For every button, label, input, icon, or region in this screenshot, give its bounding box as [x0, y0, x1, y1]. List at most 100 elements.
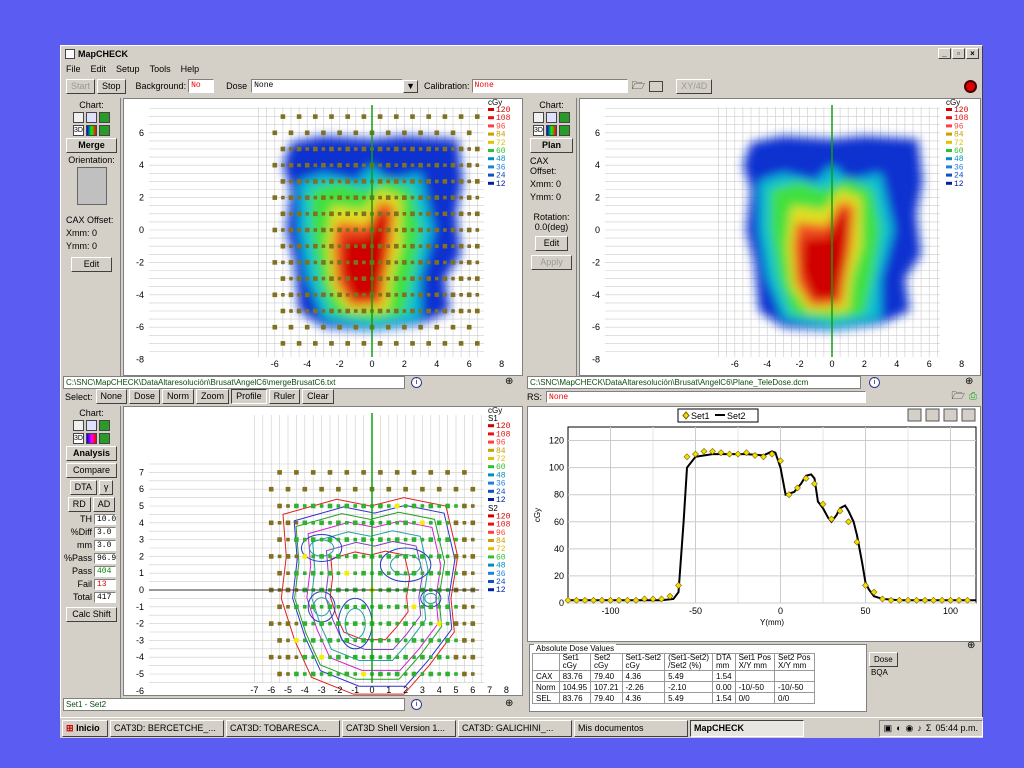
tray-monitor-icon[interactable]: ▣ [883, 722, 893, 733]
detector-point [418, 195, 423, 200]
start-button[interactable]: Start [66, 78, 96, 94]
dta-button[interactable]: DTA [69, 480, 97, 495]
select-dose-button[interactable]: Dose [129, 389, 161, 404]
play-icon[interactable] [559, 125, 570, 136]
menu-help[interactable]: Help [180, 64, 200, 74]
colorscale-icon[interactable] [546, 125, 557, 136]
bl-zoom-icon[interactable]: ⊕ [505, 698, 514, 709]
bl-analysis-map-panel[interactable]: -7 -6 -5 -4 -3 -2 -1 0 1 2 3 4 5 6 7 8 7 6 5 4 3 2 1 0 -1 -2 -3 -4-… [123, 406, 523, 729]
contour-icon[interactable] [99, 112, 110, 123]
tl-edit-button[interactable]: Edit [71, 257, 112, 272]
br-profile-panel[interactable]: -100 -50 0 50 100 0 20 40 60 80 100 120 Y(mm) cGy Set1… [527, 406, 981, 642]
grid-icon[interactable] [73, 420, 84, 431]
contour-icon[interactable] [559, 112, 570, 123]
rs-print-icon[interactable]: ⎙ [969, 391, 977, 402]
detector-point [418, 244, 423, 248]
title-bar[interactable]: MapCHECK _ ▫ × [62, 47, 981, 61]
task-mapcheck[interactable]: MapCHECK [690, 719, 804, 737]
detector-point [402, 324, 407, 330]
bl-analysis-map[interactable]: -7 -6 -5 -4 -3 -2 -1 0 1 2 3 4 5 6 7 876543210-1-2-3-4-… [124, 406, 522, 729]
tray-sum-icon[interactable]: Σ [925, 723, 932, 733]
diff-field[interactable]: 3.0 [94, 527, 116, 538]
detector-point [420, 504, 425, 508]
detector-point [297, 260, 301, 265]
select-clear-button[interactable]: Clear [302, 389, 334, 404]
stop-button[interactable]: Stop [97, 78, 126, 94]
minimize-button[interactable]: _ [938, 48, 951, 59]
bl-info-icon[interactable]: i [411, 699, 422, 710]
rs-field[interactable]: None [546, 390, 867, 403]
select-ruler-button[interactable]: Ruler [268, 389, 301, 404]
menu-file[interactable]: File [66, 64, 81, 74]
legend-level: 36 [496, 480, 506, 489]
colorscale-icon[interactable] [86, 125, 97, 136]
task-mis-documentos[interactable]: Mis documentos [574, 719, 688, 737]
mm-field[interactable]: 3.0 [94, 540, 116, 551]
tl-dose-map[interactable]: -6 -4 -2 0 2 4 6 86420-2-4-6-8cGy12010896847260… [124, 98, 522, 375]
ad-button[interactable]: AD [92, 497, 116, 512]
close-button[interactable]: × [966, 48, 979, 59]
calibration-view-icon[interactable] [649, 80, 664, 92]
select-norm-button[interactable]: Norm [162, 389, 195, 404]
th-field[interactable]: 10.0 [94, 514, 116, 525]
select-profile-button[interactable]: Profile [231, 389, 267, 404]
tl-zoom-icon[interactable]: ⊕ [505, 376, 514, 387]
calc-shift-button[interactable]: Calc Shift [66, 607, 117, 622]
detector-point [336, 537, 341, 542]
tray-network-icon[interactable]: ◐ [896, 723, 902, 733]
maximize-button[interactable]: ▫ [952, 48, 965, 59]
dose-dropdown-icon[interactable]: ▼ [403, 79, 419, 93]
y-tick-label: 120 [549, 436, 564, 446]
menu-edit[interactable]: Edit [90, 64, 107, 74]
tray-antivirus-icon[interactable]: ◉ [905, 722, 914, 733]
play-icon[interactable] [99, 125, 110, 136]
table-icon[interactable] [546, 112, 557, 123]
bl-mode-button[interactable]: Analysis [66, 446, 117, 461]
br-profile-chart[interactable]: -100 -50 0 50 100 0 20 40 60 80 100 120 Y(mm) cGy Set1… [528, 407, 980, 641]
dose-label-button[interactable]: Dose [869, 652, 898, 667]
tl-info-icon[interactable]: i [411, 377, 422, 388]
grid-icon[interactable] [73, 112, 84, 123]
tr-dose-map-panel[interactable]: -6 -4 -2 0 2 4 6 8 6 4 2 0 -2 -4 -6 -8 cGy 120 108 96 84 72 60… [579, 98, 981, 376]
3d-icon[interactable]: 3D [533, 125, 544, 136]
xy4d-button[interactable]: XY/4D [676, 78, 713, 94]
tl-mode-button[interactable]: Merge [66, 138, 117, 153]
3d-icon[interactable]: 3D [73, 433, 84, 444]
tray-volume-icon[interactable]: ♪ [917, 723, 922, 733]
select-zoom-button[interactable]: Zoom [196, 389, 230, 404]
tr-info-icon[interactable]: i [869, 377, 880, 388]
device-orientation-icon[interactable] [76, 167, 107, 205]
start-menu-button[interactable]: ⊞ Inicio [62, 719, 108, 737]
task-cat3d-bercetche[interactable]: CAT3D: BERCETCHE_... [110, 719, 224, 737]
tr-edit-button[interactable]: Edit [535, 236, 568, 251]
rd-button[interactable]: RD [67, 497, 91, 512]
task-cat3d-shell[interactable]: CAT3D Shell Version 1... [342, 719, 456, 737]
record-icon[interactable] [964, 79, 977, 93]
select-none-button[interactable]: None [95, 389, 128, 404]
task-cat3d-tobaresca[interactable]: CAT3D: TOBARESCA... [226, 719, 340, 737]
open-folder-icon[interactable]: 🗁 [631, 79, 646, 92]
task-cat3d-galichini[interactable]: CAT3D: GALICHINI_... [458, 719, 572, 737]
menu-setup[interactable]: Setup [116, 64, 140, 74]
background-field[interactable]: No [188, 79, 215, 93]
compare-button[interactable]: Compare [66, 463, 117, 478]
tr-zoom-icon[interactable]: ⊕ [965, 376, 974, 387]
gamma-button[interactable]: γ [98, 480, 114, 495]
tl-dose-map-panel[interactable]: -6 -4 -2 0 2 4 6 8 6 4 2 0 -2 -4 -6 -8 cGy 120 108 96 84 72 60… [123, 98, 523, 376]
calibration-field[interactable]: None [471, 79, 628, 93]
detector-point [434, 130, 440, 136]
play-icon[interactable] [99, 433, 110, 444]
br-zoom-icon[interactable]: ⊕ [967, 640, 976, 651]
colorscale-icon[interactable] [86, 433, 97, 444]
tr-dose-map[interactable]: -6 -4 -2 0 2 4 6 86420-2-4-6-8cGy12010896847260… [580, 98, 980, 375]
dose-select[interactable]: None [251, 79, 404, 93]
contour-icon[interactable] [99, 420, 110, 431]
tr-mode-button[interactable]: Plan [530, 138, 573, 153]
table-icon[interactable] [86, 420, 97, 431]
rs-folder-icon[interactable]: 🗁 [951, 390, 965, 402]
grid-icon[interactable] [533, 112, 544, 123]
menu-tools[interactable]: Tools [149, 64, 171, 74]
table-icon[interactable] [86, 112, 97, 123]
3d-icon[interactable]: 3D [73, 125, 84, 136]
tr-apply-button[interactable]: Apply [531, 255, 572, 270]
